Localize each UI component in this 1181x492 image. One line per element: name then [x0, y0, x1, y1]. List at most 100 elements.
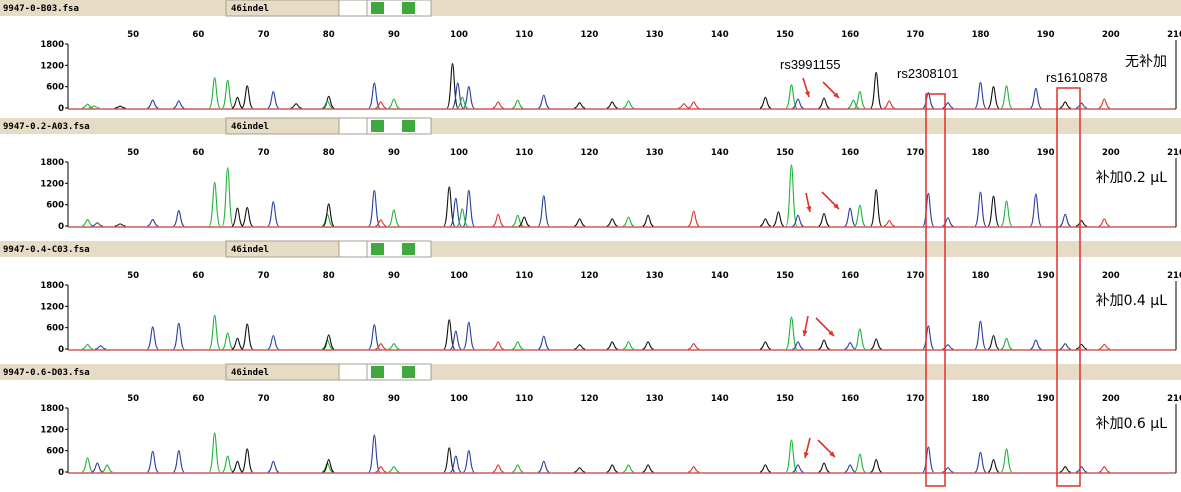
- sample-file-name: 9947-0.6-D03.fsa: [3, 368, 90, 378]
- peak-red: [492, 464, 504, 473]
- x-tick-label: 210: [1167, 271, 1181, 281]
- peak-blue: [368, 82, 381, 109]
- x-tick-label: 90: [388, 394, 400, 404]
- peak-blue: [1059, 213, 1071, 227]
- panel-header-bar: [0, 241, 1181, 257]
- peak-red: [375, 343, 387, 350]
- peak-blue: [267, 334, 279, 350]
- dye-marker-icon: [371, 366, 384, 378]
- x-tick-label: 80: [323, 271, 335, 281]
- x-tick-label: 100: [450, 148, 468, 158]
- x-tick-label: 120: [581, 148, 599, 158]
- x-tick-label: 100: [450, 271, 468, 281]
- red-arrow-icon: [817, 439, 836, 458]
- y-tick-label: 600: [46, 201, 64, 211]
- peak-green: [512, 341, 524, 350]
- y-tick-label: 1200: [40, 302, 64, 312]
- peak-blue: [267, 460, 279, 473]
- peak-blue: [449, 197, 462, 227]
- sample-file-name: 9947-0.2-A03.fsa: [3, 122, 90, 132]
- peak-black: [323, 459, 335, 473]
- peak-black: [870, 189, 883, 227]
- peak-green: [456, 208, 469, 227]
- peak-blue: [974, 81, 987, 109]
- peak-black: [642, 464, 654, 473]
- arrow-head: [803, 452, 809, 458]
- peak-green: [81, 219, 94, 227]
- x-tick-label: 200: [1102, 30, 1120, 40]
- annotation-rs2308101: rs2308101: [897, 66, 958, 81]
- peak-green: [622, 100, 635, 109]
- y-tick-label: 0: [58, 345, 64, 355]
- x-tick-label: 80: [323, 148, 335, 158]
- y-tick-label: 1800: [40, 281, 64, 291]
- peak-blue: [792, 214, 804, 227]
- peak-green: [208, 181, 221, 227]
- red-arrow-icon: [805, 192, 812, 213]
- y-tick-label: 1800: [40, 40, 64, 50]
- x-tick-label: 60: [192, 394, 204, 404]
- sample-file-name: 9947-0.4-C03.fsa: [3, 245, 90, 255]
- dye-marker-icon: [371, 2, 384, 14]
- peak-green: [388, 343, 400, 350]
- peak-black: [443, 319, 456, 350]
- peak-black: [231, 96, 244, 109]
- y-tick-label: 600: [46, 447, 64, 457]
- peak-blue: [922, 446, 935, 473]
- peak-black: [443, 186, 456, 227]
- peak-blue: [922, 192, 935, 227]
- peak-blue: [451, 82, 464, 109]
- peak-red: [375, 466, 387, 473]
- peak-black: [606, 218, 618, 227]
- peak-black: [642, 341, 654, 350]
- peak-blue: [462, 189, 475, 227]
- peak-black: [759, 96, 772, 109]
- peak-red: [1098, 218, 1110, 227]
- peak-black: [231, 337, 244, 350]
- peak-blue: [173, 100, 185, 109]
- peak-blue: [974, 451, 987, 473]
- peak-blue: [974, 191, 987, 227]
- peak-red: [375, 101, 387, 109]
- x-tick-label: 70: [258, 271, 270, 281]
- peak-black: [241, 448, 254, 473]
- peak-green: [321, 100, 333, 109]
- peak-green: [221, 79, 234, 109]
- highlight-box-rs1610878: [1056, 87, 1081, 487]
- x-tick-label: 110: [515, 271, 533, 281]
- red-arrow-icon: [803, 437, 811, 459]
- peak-black: [818, 97, 830, 109]
- x-tick-label: 120: [581, 271, 599, 281]
- peak-blue: [922, 92, 935, 109]
- peak-red: [688, 343, 700, 350]
- peak-blue: [462, 450, 475, 473]
- x-tick-label: 80: [323, 394, 335, 404]
- peak-blue: [922, 325, 935, 350]
- x-tick-label: 180: [972, 30, 990, 40]
- arrow-head: [828, 330, 834, 336]
- arrow-head: [804, 91, 810, 97]
- x-tick-label: 190: [1037, 148, 1055, 158]
- peak-green: [622, 216, 635, 227]
- dye-marker-icon: [402, 2, 415, 14]
- x-tick-label: 140: [711, 148, 729, 158]
- x-tick-label: 180: [972, 394, 990, 404]
- peak-red: [1098, 98, 1110, 109]
- peak-black: [870, 71, 883, 109]
- peak-green: [101, 464, 113, 473]
- x-tick-label: 130: [646, 30, 664, 40]
- y-tick-label: 1800: [40, 404, 64, 414]
- y-tick-label: 1200: [40, 179, 64, 189]
- panel-4: 9947-0.6-D03.fsa 46indel 50 60 70 80 90 100 110 1…: [0, 363, 1181, 478]
- peak-green: [785, 164, 798, 227]
- panel-name: 46indel: [231, 121, 269, 132]
- peak-blue: [792, 98, 804, 109]
- peak-blue: [368, 434, 381, 473]
- x-tick-label: 50: [127, 271, 139, 281]
- x-tick-label: 110: [515, 30, 533, 40]
- panel-header-blank-cell: [338, 117, 368, 135]
- peak-black: [818, 462, 830, 473]
- peak-black: [323, 95, 335, 109]
- x-tick-label: 160: [841, 271, 859, 281]
